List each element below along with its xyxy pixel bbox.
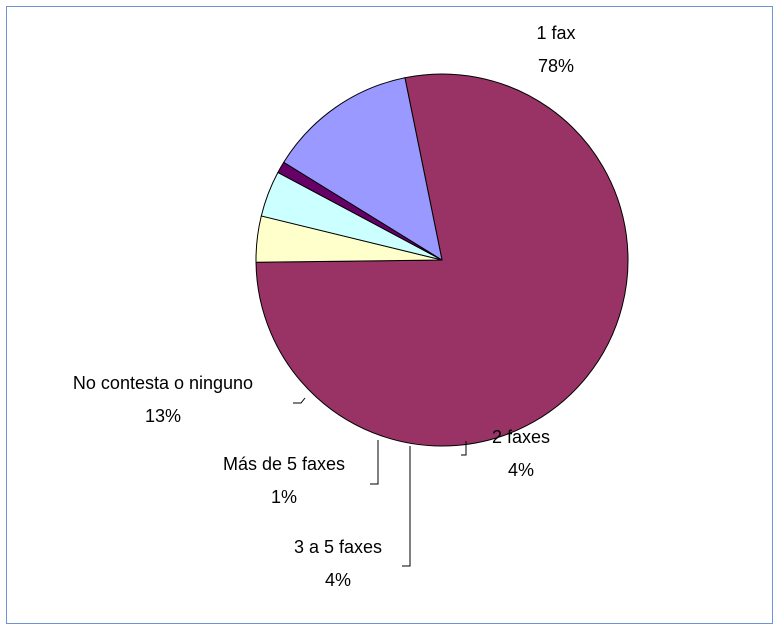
slice-label-2-faxes: 2 faxes [492,427,550,447]
slice-percent-2-faxes: 4% [508,460,534,480]
slice-label-no-contesta-o-ninguno: No contesta o ninguno [73,373,253,393]
slice-label-mas-de-5-faxes: Más de 5 faxes [223,454,345,474]
slice-percent-3-a-5-faxes: 4% [325,570,351,590]
slice-percent-no-contesta-o-ninguno: 13% [145,406,181,426]
leader-line-no-contesta-o-ninguno [293,397,306,404]
slice-labels: 1 fax 78% 2 faxes 4% 3 a 5 faxes 4% Más de 5 f… [73,23,576,590]
slice-percent-1-fax: 78% [538,56,574,76]
slice-label-3-a-5-faxes: 3 a 5 faxes [294,537,382,557]
pie-slice-no-contesta-o-ninguno [283,77,443,261]
slice-percent-mas-de-5-faxes: 1% [271,487,297,507]
leader-line-mas-de-5-faxes [370,440,379,485]
slice-label-1-fax: 1 fax [536,23,575,43]
leader-lines [293,397,467,567]
pie-slices [255,73,629,447]
leader-line-2-faxes [461,441,467,456]
leader-line-3-a-5-faxes [402,446,411,567]
